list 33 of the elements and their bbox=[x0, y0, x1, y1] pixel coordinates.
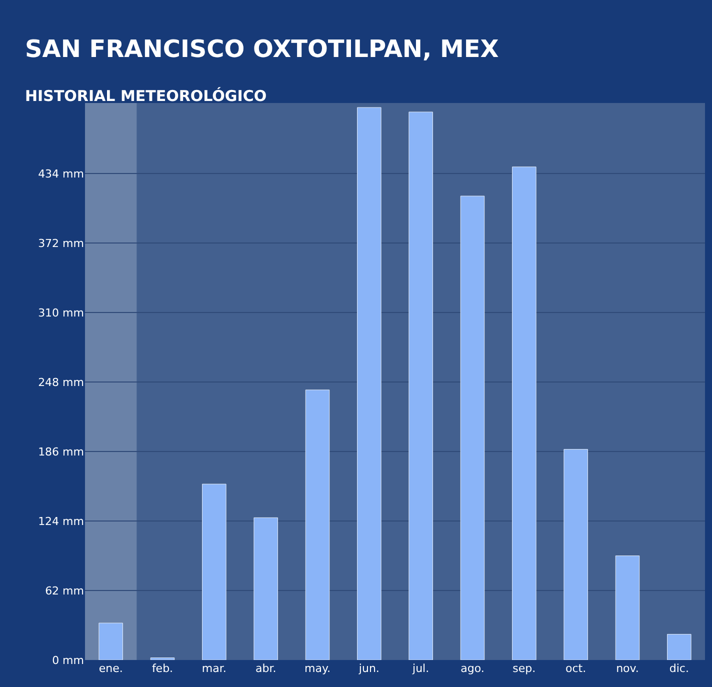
y-tick-label: 310 mm bbox=[38, 306, 84, 320]
x-tick-label: ago. bbox=[460, 662, 484, 675]
chart-title: SAN FRANCISCO OXTOTILPAN, MEX bbox=[25, 35, 500, 63]
y-tick-label: 434 mm bbox=[38, 167, 84, 180]
bar bbox=[564, 449, 588, 660]
x-tick-label: abr. bbox=[255, 662, 276, 675]
bar bbox=[254, 517, 278, 660]
x-tick-label: oct. bbox=[566, 662, 586, 675]
bar bbox=[202, 484, 226, 660]
y-tick-label: 248 mm bbox=[38, 376, 84, 389]
bar bbox=[305, 390, 330, 660]
x-tick-label: may. bbox=[304, 662, 330, 675]
y-tick-label: 186 mm bbox=[38, 445, 84, 458]
y-tick-label: 0 mm bbox=[52, 654, 84, 667]
x-tick-label: jul. bbox=[412, 662, 430, 675]
x-tick-label: feb. bbox=[152, 662, 174, 675]
bar bbox=[512, 166, 536, 660]
x-tick-label: nov. bbox=[616, 662, 639, 675]
bar bbox=[667, 634, 692, 660]
chart-subtitle: HISTORIAL METEOROLÓGICO bbox=[25, 87, 267, 105]
y-tick-label: 62 mm bbox=[45, 584, 84, 598]
x-tick-label: mar. bbox=[202, 662, 226, 675]
bar bbox=[98, 622, 123, 660]
x-tick-label: jun. bbox=[358, 662, 380, 675]
y-tick-label: 372 mm bbox=[38, 236, 84, 250]
y-tick-label: 124 mm bbox=[38, 514, 84, 528]
bar bbox=[460, 196, 485, 660]
bar bbox=[615, 556, 640, 660]
x-tick-label: ene. bbox=[98, 662, 123, 675]
bar bbox=[357, 107, 382, 660]
x-tick-label: sep. bbox=[512, 662, 536, 675]
bar bbox=[408, 112, 433, 660]
x-tick-label: dic. bbox=[669, 662, 689, 675]
